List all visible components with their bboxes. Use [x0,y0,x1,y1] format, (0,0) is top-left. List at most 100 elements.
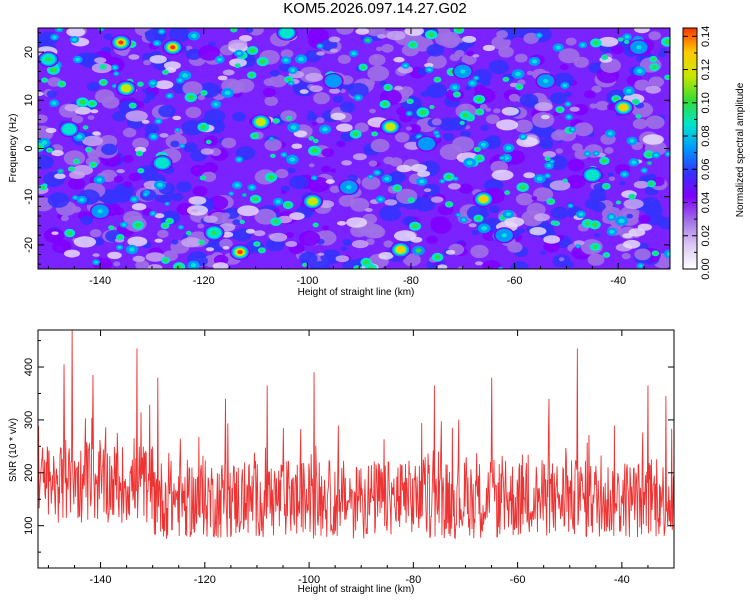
heatmap-cell [477,110,482,114]
heatmap-cell [151,135,156,139]
heatmap-cell [69,167,74,171]
heatmap-cell [207,141,210,143]
heatmap-cell [434,255,441,260]
heatmap-cell [440,180,444,183]
heatmap-cell [664,39,670,44]
heatmap-cell [340,246,348,252]
heatmap-cell [113,175,124,183]
heatmap-cell [548,199,553,204]
heatmap-cell [423,183,441,197]
heatmap-cell [89,229,102,238]
heatmap-cell [76,134,83,139]
heatmap-cell [452,85,458,90]
heatmap-cell [569,204,572,207]
heatmap-cell [202,162,219,174]
heatmap-cell [393,56,405,63]
heatmap-cell [536,176,543,181]
heatmap-cell [75,57,80,62]
heatmap-peak-core [123,86,129,91]
heatmap-cell [278,63,292,72]
heatmap-cell [523,172,536,179]
heatmap-cell [516,228,526,234]
heatmap-cell [563,179,567,182]
heatmap-cell [537,34,541,37]
heatmap-cell [631,160,637,165]
heatmap-cell [448,117,468,131]
heatmap-cell [128,54,140,60]
heatmap-cell [633,180,649,189]
heatmap-cell [237,205,259,217]
heatmap-cell [481,142,486,147]
heatmap-cell [399,174,407,180]
heatmap-cell [472,54,480,58]
heatmap-cell [337,54,351,64]
heatmap-cell [151,212,155,215]
x-tick-label: -40 [610,275,626,287]
heatmap-cell [419,110,426,115]
heatmap-cell [653,252,658,255]
heatmap-cell [41,140,48,145]
heatmap-cell [602,56,607,59]
heatmap-cell [482,230,497,241]
heatmap-cell [237,158,241,161]
heatmap-cell [514,53,528,63]
heatmap-cell [87,115,95,120]
heatmap-cell [645,85,661,94]
heatmap-cell [419,179,425,184]
heatmap-cell [504,78,508,81]
heatmap-cell [639,176,647,182]
heatmap-cell [167,219,172,223]
heatmap-cell [501,216,505,219]
heatmap-cell [285,232,294,238]
heatmap-cell [348,82,369,98]
heatmap-cell [241,221,244,223]
heatmap-cell [623,198,644,209]
heatmap-cell [608,176,616,181]
heatmap-cell [461,122,464,124]
heatmap-cell [201,176,205,179]
heatmap-cell [618,218,625,224]
heatmap-cell [163,224,167,228]
heatmap-cell [458,183,473,194]
heatmap-cell [219,238,233,249]
heatmap-cell [565,37,577,46]
heatmap-cell [439,144,463,160]
heatmap-cell [68,177,86,190]
heatmap-cell [122,127,137,138]
heatmap-cell [446,174,452,179]
heatmap-cell [652,65,657,69]
heatmap-cell [410,43,416,47]
heatmap-cell [316,51,325,56]
heatmap-cell [299,89,309,94]
y-tick-label: 10 [23,94,35,106]
heatmap-cell [155,41,159,45]
heatmap-cell [298,251,318,266]
heatmap-cell [353,132,359,137]
heatmap-cell [249,48,256,53]
heatmap-cell [52,35,57,39]
heatmap-cell [370,29,377,34]
heatmap-cell [306,113,318,122]
x-tick-label: -140 [89,275,111,287]
heatmap-cell [144,123,159,134]
heatmap-cell [488,59,509,75]
heatmap-cell [402,253,421,267]
heatmap-cell [572,103,589,116]
heatmap-cell [504,156,510,160]
heatmap-cell [127,236,148,247]
heatmap-cell [64,249,80,258]
heatmap-cell [46,90,57,98]
heatmap-cell [375,171,379,175]
heatmap-cell [636,68,643,74]
heatmap-cell [159,133,169,138]
heatmap-cell [130,104,135,107]
heatmap-cell [289,175,309,190]
heatmap-cell [287,167,296,174]
heatmap-peak-core [310,199,316,204]
heatmap-cell [646,152,652,157]
heatmap-cell [253,230,266,237]
heatmap-cell [109,226,113,229]
heatmap-cell [573,122,594,137]
heatmap-cell [617,201,620,204]
